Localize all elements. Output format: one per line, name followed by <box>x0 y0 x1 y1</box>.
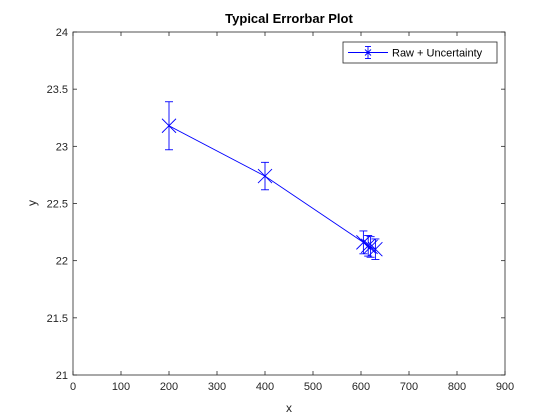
errorbar-point <box>360 235 376 257</box>
x-tick-label: 0 <box>70 381 76 393</box>
x-marker <box>161 118 177 134</box>
y-tick-label: 21.5 <box>47 313 68 325</box>
errorbar-point <box>161 101 177 151</box>
x-marker <box>360 238 376 254</box>
errorbar-point <box>368 238 383 260</box>
x-marker <box>257 168 273 184</box>
legend-label: Raw + Uncertainty <box>392 48 483 60</box>
legend-box <box>342 41 498 64</box>
x-tick-label: 300 <box>208 381 226 393</box>
series-layer <box>161 101 383 260</box>
y-tick-label: 22.5 <box>47 199 68 211</box>
y-tick-label: 23.5 <box>47 84 68 96</box>
x-marker <box>368 241 383 257</box>
plot-frame <box>72 31 506 376</box>
legend-marker <box>364 49 372 56</box>
chart-title: Typical Errorbar Plot <box>225 11 353 26</box>
y-tick-label: 24 <box>56 27 68 39</box>
x-tick-label: 100 <box>112 381 130 393</box>
plot-axes: 0 100 200 300 400 500 600 700 800 900 21 21.5 22 22.5… <box>47 27 515 393</box>
y-axis-label: y <box>25 200 39 206</box>
x-tick-label: 800 <box>448 381 466 393</box>
x-tick-label: 700 <box>400 381 418 393</box>
x-tick-label: 500 <box>304 381 322 393</box>
x-tick-label: 400 <box>256 381 274 393</box>
y-tick-label: 21 <box>56 370 68 382</box>
y-tick-label: 23 <box>56 141 68 153</box>
x-tick-label: 600 <box>352 381 370 393</box>
x-tick-label: 900 <box>496 381 514 393</box>
x-axis-label: x <box>286 401 292 415</box>
errorbar-point <box>257 161 273 191</box>
legend: Raw + Uncertainty <box>342 41 498 64</box>
x-tick-label: 200 <box>160 381 178 393</box>
y-tick-label: 22 <box>56 256 68 268</box>
